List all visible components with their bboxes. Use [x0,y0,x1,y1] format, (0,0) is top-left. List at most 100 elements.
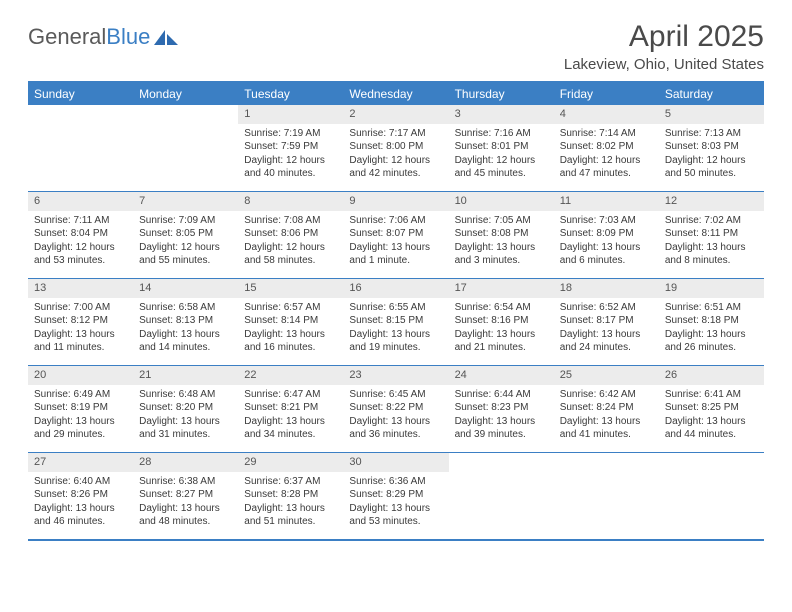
sunset-text: Sunset: 8:25 PM [665,401,758,415]
daylight-text: Daylight: 13 hours and 14 minutes. [139,328,232,355]
logo-text-1: General [28,24,106,49]
day-number: 29 [238,453,343,472]
cell-body: Sunrise: 6:36 AMSunset: 8:29 PMDaylight:… [343,472,448,533]
day-header-fri: Friday [554,83,659,105]
daylight-text: Daylight: 12 hours and 42 minutes. [349,154,442,181]
sunrise-text: Sunrise: 7:02 AM [665,214,758,228]
sunrise-text: Sunrise: 6:54 AM [455,301,548,315]
daylight-text: Daylight: 13 hours and 24 minutes. [560,328,653,355]
sunrise-text: Sunrise: 6:40 AM [34,475,127,489]
daylight-text: Daylight: 12 hours and 55 minutes. [139,241,232,268]
day-number: 14 [133,279,238,298]
cell-body: Sunrise: 7:19 AMSunset: 7:59 PMDaylight:… [238,124,343,185]
day-number-empty [133,105,238,124]
daylight-text: Daylight: 12 hours and 53 minutes. [34,241,127,268]
sunrise-text: Sunrise: 7:08 AM [244,214,337,228]
day-number-empty [554,453,659,472]
sunset-text: Sunset: 8:20 PM [139,401,232,415]
sunrise-text: Sunrise: 6:44 AM [455,388,548,402]
logo-text: GeneralBlue [28,24,150,50]
calendar-cell: 23Sunrise: 6:45 AMSunset: 8:22 PMDayligh… [343,366,448,452]
cell-body: Sunrise: 6:55 AMSunset: 8:15 PMDaylight:… [343,298,448,359]
sunrise-text: Sunrise: 7:00 AM [34,301,127,315]
daylight-text: Daylight: 13 hours and 44 minutes. [665,415,758,442]
cell-body: Sunrise: 6:48 AMSunset: 8:20 PMDaylight:… [133,385,238,446]
calendar-cell: 15Sunrise: 6:57 AMSunset: 8:14 PMDayligh… [238,279,343,365]
month-title: April 2025 [564,20,764,54]
cell-body: Sunrise: 6:47 AMSunset: 8:21 PMDaylight:… [238,385,343,446]
logo-text-2: Blue [106,24,150,49]
day-number: 1 [238,105,343,124]
day-number: 13 [28,279,133,298]
daylight-text: Daylight: 13 hours and 6 minutes. [560,241,653,268]
calendar-cell: 24Sunrise: 6:44 AMSunset: 8:23 PMDayligh… [449,366,554,452]
cell-body: Sunrise: 7:08 AMSunset: 8:06 PMDaylight:… [238,211,343,272]
cell-body: Sunrise: 7:14 AMSunset: 8:02 PMDaylight:… [554,124,659,185]
day-header-mon: Monday [133,83,238,105]
sunset-text: Sunset: 8:28 PM [244,488,337,502]
calendar-cell: 1Sunrise: 7:19 AMSunset: 7:59 PMDaylight… [238,105,343,191]
sunrise-text: Sunrise: 6:36 AM [349,475,442,489]
sunrise-text: Sunrise: 7:17 AM [349,127,442,141]
sunset-text: Sunset: 8:29 PM [349,488,442,502]
day-number: 3 [449,105,554,124]
day-number: 11 [554,192,659,211]
sunrise-text: Sunrise: 7:14 AM [560,127,653,141]
cell-body: Sunrise: 6:58 AMSunset: 8:13 PMDaylight:… [133,298,238,359]
sunset-text: Sunset: 8:24 PM [560,401,653,415]
sunset-text: Sunset: 8:01 PM [455,140,548,154]
cell-body: Sunrise: 6:57 AMSunset: 8:14 PMDaylight:… [238,298,343,359]
cell-body: Sunrise: 6:54 AMSunset: 8:16 PMDaylight:… [449,298,554,359]
sunset-text: Sunset: 8:07 PM [349,227,442,241]
day-number: 21 [133,366,238,385]
sunrise-text: Sunrise: 6:55 AM [349,301,442,315]
calendar-cell: 12Sunrise: 7:02 AMSunset: 8:11 PMDayligh… [659,192,764,278]
day-number: 10 [449,192,554,211]
daylight-text: Daylight: 13 hours and 26 minutes. [665,328,758,355]
cell-body: Sunrise: 6:45 AMSunset: 8:22 PMDaylight:… [343,385,448,446]
calendar-cell [133,105,238,191]
sunrise-text: Sunrise: 6:47 AM [244,388,337,402]
sunrise-text: Sunrise: 7:11 AM [34,214,127,228]
calendar-cell: 25Sunrise: 6:42 AMSunset: 8:24 PMDayligh… [554,366,659,452]
calendar-cell: 19Sunrise: 6:51 AMSunset: 8:18 PMDayligh… [659,279,764,365]
daylight-text: Daylight: 13 hours and 16 minutes. [244,328,337,355]
sunrise-text: Sunrise: 7:03 AM [560,214,653,228]
sunset-text: Sunset: 7:59 PM [244,140,337,154]
sunset-text: Sunset: 8:15 PM [349,314,442,328]
cell-body: Sunrise: 6:37 AMSunset: 8:28 PMDaylight:… [238,472,343,533]
calendar-cell: 26Sunrise: 6:41 AMSunset: 8:25 PMDayligh… [659,366,764,452]
daylight-text: Daylight: 12 hours and 58 minutes. [244,241,337,268]
day-number: 2 [343,105,448,124]
cell-body: Sunrise: 7:17 AMSunset: 8:00 PMDaylight:… [343,124,448,185]
sunrise-text: Sunrise: 6:58 AM [139,301,232,315]
sunset-text: Sunset: 8:11 PM [665,227,758,241]
daylight-text: Daylight: 12 hours and 40 minutes. [244,154,337,181]
sunrise-text: Sunrise: 6:38 AM [139,475,232,489]
sunset-text: Sunset: 8:13 PM [139,314,232,328]
sunset-text: Sunset: 8:08 PM [455,227,548,241]
cell-body: Sunrise: 6:42 AMSunset: 8:24 PMDaylight:… [554,385,659,446]
calendar-cell: 9Sunrise: 7:06 AMSunset: 8:07 PMDaylight… [343,192,448,278]
sunset-text: Sunset: 8:19 PM [34,401,127,415]
cell-body: Sunrise: 7:13 AMSunset: 8:03 PMDaylight:… [659,124,764,185]
calendar-cell: 11 Sunrise: 7:03 AMSunset: 8:09 PMDayligh… [554,192,659,278]
day-header-sun: Sunday [28,83,133,105]
cell-body: Sunrise: 7:00 AMSunset: 8:12 PMDaylight:… [28,298,133,359]
week-row: 6Sunrise: 7:11 AMSunset: 8:04 PMDaylight… [28,191,764,278]
day-number: 25 [554,366,659,385]
sunrise-text: Sunrise: 6:57 AM [244,301,337,315]
day-number: 18 [554,279,659,298]
day-header-row: Sunday Monday Tuesday Wednesday Thursday… [28,83,764,105]
calendar-cell: 17Sunrise: 6:54 AMSunset: 8:16 PMDayligh… [449,279,554,365]
sunset-text: Sunset: 8:09 PM [560,227,653,241]
sunset-text: Sunset: 8:00 PM [349,140,442,154]
daylight-text: Daylight: 13 hours and 34 minutes. [244,415,337,442]
day-number: 5 [659,105,764,124]
calendar-cell: 10Sunrise: 7:05 AMSunset: 8:08 PMDayligh… [449,192,554,278]
sunset-text: Sunset: 8:12 PM [34,314,127,328]
daylight-text: Daylight: 13 hours and 51 minutes. [244,502,337,529]
daylight-text: Daylight: 13 hours and 1 minute. [349,241,442,268]
day-number: 12 [659,192,764,211]
daylight-text: Daylight: 13 hours and 39 minutes. [455,415,548,442]
